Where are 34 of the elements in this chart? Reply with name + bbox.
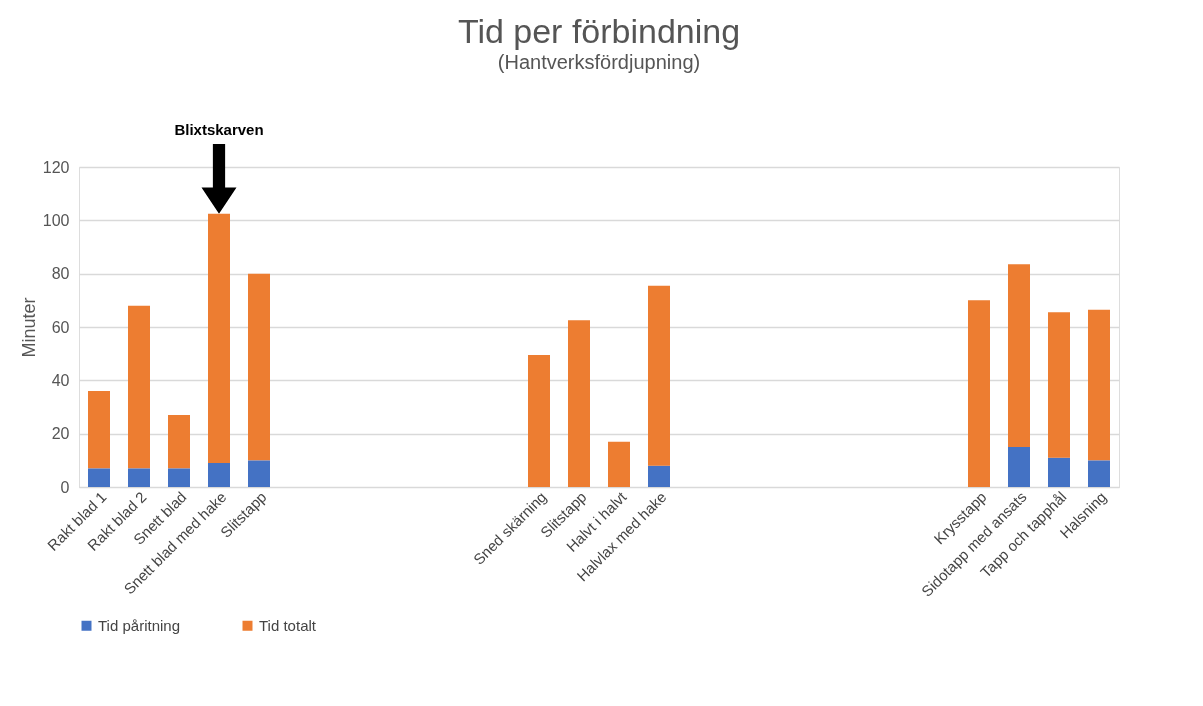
chart-subtitle: (Hantverksfördjupning) — [497, 50, 701, 73]
y-tick-label: 20 — [51, 425, 70, 443]
y-tick-label: 80 — [51, 265, 70, 283]
legend-label: Tid påritning — [98, 616, 180, 634]
bar — [1048, 312, 1070, 458]
y-tick-label: 60 — [51, 318, 70, 336]
bar — [568, 320, 590, 487]
bar — [128, 305, 150, 469]
y-tick-label: 40 — [51, 371, 70, 389]
y-tick-label: 0 — [60, 478, 70, 496]
bar — [1048, 457, 1070, 487]
bar — [648, 465, 670, 487]
bar — [1088, 309, 1110, 461]
y-axis-title: Minuter — [18, 297, 39, 358]
bar — [168, 415, 190, 469]
bar — [168, 468, 190, 487]
bar — [1008, 264, 1030, 447]
legend-label: Tid totalt — [259, 616, 317, 634]
bar — [248, 460, 270, 487]
text: Blixtskarven — [174, 120, 264, 138]
bar — [248, 273, 270, 461]
chart-title: Tid per förbindning — [457, 11, 741, 50]
bar — [88, 391, 110, 469]
bar — [648, 285, 670, 466]
bar — [608, 441, 630, 487]
bar — [1088, 460, 1110, 487]
bar — [88, 468, 110, 487]
bar — [1008, 447, 1030, 487]
y-tick-label: 100 — [42, 211, 70, 229]
bar — [208, 463, 230, 487]
y-tick-label: 120 — [42, 158, 70, 176]
bar — [968, 300, 990, 487]
bar — [128, 468, 150, 487]
bar — [528, 355, 550, 487]
